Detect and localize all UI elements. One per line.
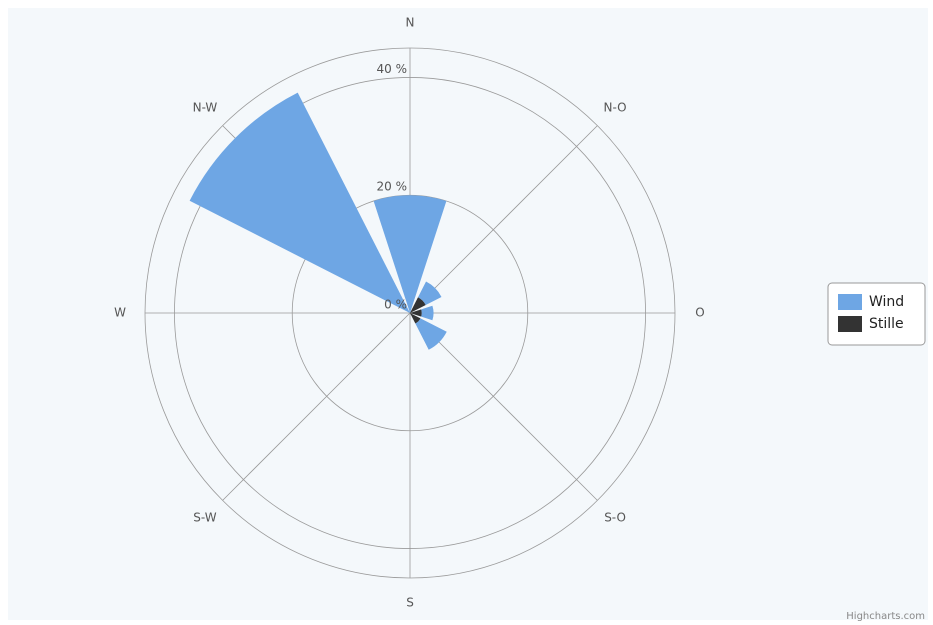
spoke (222, 312, 411, 501)
legend-swatch (838, 316, 862, 332)
category-label: N-O (604, 100, 627, 114)
marks (189, 92, 447, 350)
legend-label: Wind (869, 294, 904, 310)
category-label: S-W (193, 511, 216, 525)
wedge (410, 297, 426, 313)
wedge (415, 318, 447, 350)
legend-box (827, 282, 926, 346)
spoke (409, 125, 598, 314)
category-label: N-W (193, 100, 218, 114)
legend: Wind Stille (838, 294, 904, 332)
wedge (373, 195, 447, 313)
wedge (410, 313, 421, 324)
wedge (189, 92, 410, 313)
wedge (418, 281, 442, 305)
category-label: O (695, 306, 704, 320)
y-tick-label: 0 % (384, 298, 407, 312)
legend-label: Stille (869, 316, 904, 332)
plot-background (8, 8, 928, 620)
credit: Highcharts.com (846, 611, 925, 622)
category-label: S (406, 596, 414, 610)
legend-swatch (838, 294, 862, 310)
category-label: W (114, 306, 126, 320)
spoke (409, 312, 598, 501)
wedge (410, 309, 422, 317)
category-label: N (406, 16, 415, 30)
y-tick-label: 40 % (377, 62, 408, 76)
labels: N N-O O S-O S S-W W N-W 0 % 20 % 40 % (114, 16, 705, 610)
category-label: S-O (604, 511, 626, 525)
y-tick-label: 20 % (377, 180, 408, 194)
wedge (421, 305, 434, 321)
